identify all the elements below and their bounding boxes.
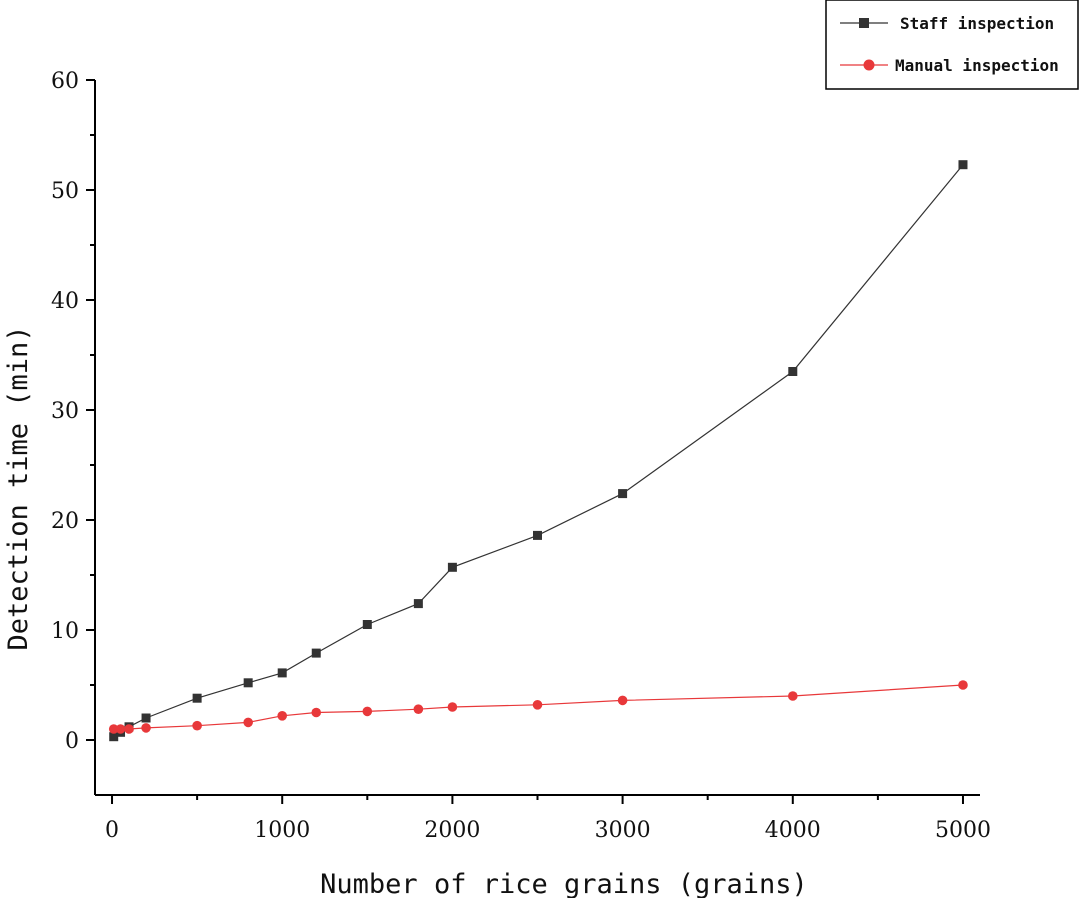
point-manual-inspection <box>277 711 288 721</box>
point-staff-inspection <box>362 620 372 629</box>
y-tick-label-20: 20 <box>51 509 79 534</box>
y-tick-label-30: 30 <box>51 399 79 424</box>
series-staff-inspection <box>109 160 968 742</box>
legend-marker-manual <box>863 59 875 71</box>
point-staff-inspection <box>243 678 253 688</box>
legend-label-manual: Manual inspection <box>895 56 1059 75</box>
axes <box>94 80 980 796</box>
point-staff-inspection <box>533 530 542 540</box>
legend-label-staff: Staff inspection <box>900 14 1054 33</box>
ticks: 0 10 20 30 40 50 60 0 1000 2000 3000 4000 5000 <box>51 69 991 843</box>
x-tick-label-4000: 4000 <box>765 818 821 843</box>
y-tick-label-10: 10 <box>51 619 79 644</box>
legend-box <box>825 0 1079 90</box>
point-manual-inspection <box>413 704 424 714</box>
series-line-staff-inspection <box>113 164 964 738</box>
x-tick-label-0: 0 <box>105 818 119 843</box>
y-axis-title: Detection time (min) <box>3 325 34 650</box>
y-tick-label-40: 40 <box>51 289 79 314</box>
point-manual-inspection <box>124 724 134 734</box>
point-manual-inspection <box>141 723 151 733</box>
point-staff-inspection <box>311 648 321 658</box>
point-manual-inspection <box>787 691 798 701</box>
point-staff-inspection <box>447 562 457 572</box>
y-tick-label-0: 0 <box>65 729 79 754</box>
y-tick-label-50: 50 <box>51 179 79 204</box>
point-staff-inspection <box>413 599 423 609</box>
point-staff-inspection <box>109 732 119 742</box>
x-tick-label-3000: 3000 <box>595 818 651 843</box>
point-staff-inspection <box>618 489 628 499</box>
x-axis-title: Number of rice grains (grains) <box>320 869 808 898</box>
legend-marker-staff <box>859 18 869 28</box>
point-manual-inspection <box>362 706 373 717</box>
point-staff-inspection <box>277 668 287 678</box>
point-manual-inspection <box>617 695 628 706</box>
x-tick-label-2000: 2000 <box>424 818 480 843</box>
point-manual-inspection <box>447 702 458 712</box>
point-staff-inspection <box>958 160 968 170</box>
point-manual-inspection <box>108 724 119 734</box>
point-staff-inspection <box>141 713 151 723</box>
point-manual-inspection <box>243 717 253 728</box>
legend: Staff inspection Manual inspection <box>825 0 1079 90</box>
point-staff-inspection <box>192 693 202 703</box>
series-layer <box>108 160 968 742</box>
series-manual-inspection <box>108 680 968 734</box>
x-tick-label-5000: 5000 <box>935 818 991 843</box>
y-tick-label-60: 60 <box>51 69 79 94</box>
point-manual-inspection <box>115 724 126 734</box>
point-staff-inspection <box>788 367 798 376</box>
x-tick-label-1000: 1000 <box>254 818 310 843</box>
point-manual-inspection <box>532 700 543 710</box>
point-manual-inspection <box>958 680 968 690</box>
point-manual-inspection <box>192 720 202 731</box>
point-manual-inspection <box>311 707 322 718</box>
